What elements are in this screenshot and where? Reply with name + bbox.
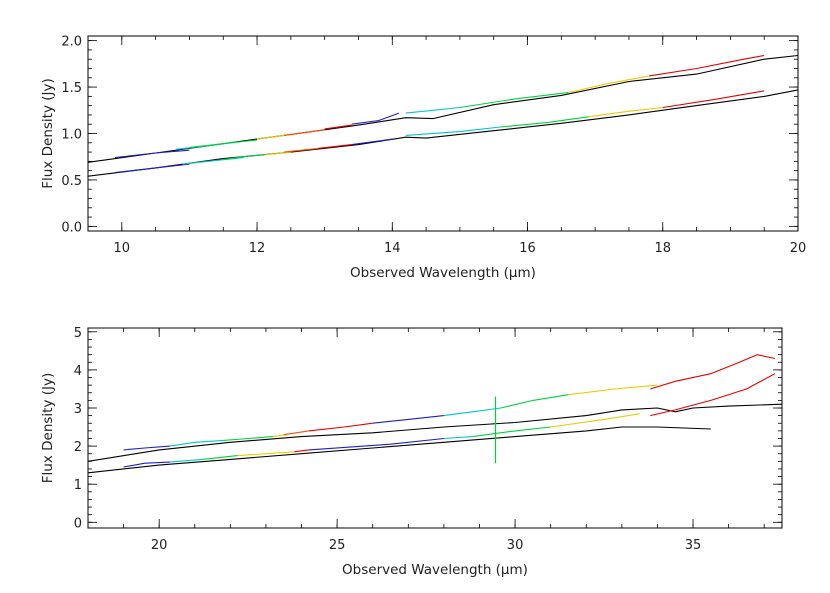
y-tick-label: 0 bbox=[74, 516, 82, 531]
spectrum-segment bbox=[372, 415, 444, 424]
y-tick-label: 4 bbox=[74, 364, 82, 379]
x-tick-label: 12 bbox=[249, 241, 266, 256]
spectrum-segment bbox=[650, 373, 776, 417]
chart-1: 10 12 14 16 18 20 0.0 0.5 1.0 1.5 2.0 Observed Wave… bbox=[40, 35, 806, 281]
spectrum-segment bbox=[500, 116, 589, 128]
x-tick-label: 14 bbox=[384, 241, 401, 256]
y-axis-title: Flux Density (Jy) bbox=[40, 373, 56, 483]
spectrum-segment bbox=[114, 163, 190, 174]
spectrum-segment bbox=[567, 75, 650, 94]
plot-frame bbox=[87, 35, 799, 232]
spectrum-segment bbox=[351, 112, 400, 125]
spectrum-segment bbox=[568, 384, 658, 396]
x-tick-label: 16 bbox=[519, 241, 536, 256]
y-tick-label: 0.0 bbox=[61, 220, 82, 235]
x-axis-title: Observed Wavelength (μm) bbox=[342, 562, 528, 578]
spectrum-segment bbox=[283, 430, 309, 436]
spectrum-segment bbox=[405, 106, 460, 114]
spectrum-segment bbox=[123, 445, 170, 451]
spectrum-segment bbox=[650, 354, 776, 390]
y-tick-label: 1.5 bbox=[61, 81, 82, 96]
y-tick-label: 2.0 bbox=[61, 35, 82, 50]
chart-2: 20 25 30 35 0 1 2 3 4 5 Observed Wavelength (μm) Fl… bbox=[40, 326, 783, 578]
model-line bbox=[88, 426, 711, 474]
spectrum-segment bbox=[317, 144, 352, 149]
y-tick-label: 1 bbox=[74, 478, 82, 493]
series-group bbox=[88, 54, 798, 177]
spectrum-segment bbox=[284, 147, 318, 153]
x-tick-label: 18 bbox=[654, 241, 671, 256]
spectrum-segment bbox=[500, 394, 569, 409]
spectrum-segment bbox=[294, 449, 309, 453]
spectrum-segment bbox=[443, 407, 501, 417]
x-tick-label: 10 bbox=[114, 241, 131, 256]
spectrum-segment bbox=[405, 126, 501, 136]
plot-frame bbox=[87, 327, 783, 529]
x-tick-label: 25 bbox=[329, 538, 346, 553]
x-tick-label: 20 bbox=[151, 538, 168, 553]
x-tick-label: 20 bbox=[790, 241, 807, 256]
model-line bbox=[88, 89, 798, 177]
spectrum-segment bbox=[223, 154, 264, 161]
spectrum-segment bbox=[351, 138, 393, 146]
spectrum-segment bbox=[182, 157, 244, 165]
series-group bbox=[88, 354, 782, 474]
spectrum-segment bbox=[189, 139, 258, 148]
spectrum-segment bbox=[308, 422, 373, 432]
x-tick-label: 35 bbox=[685, 538, 702, 553]
spectrum-segment bbox=[123, 461, 170, 468]
spectrum-segment bbox=[201, 455, 238, 460]
spectrum-segment bbox=[662, 90, 765, 109]
spectrum-segment bbox=[550, 413, 640, 428]
spectrum-segment bbox=[237, 451, 295, 457]
spectrum-segment bbox=[223, 436, 274, 441]
spectrum-segment bbox=[169, 439, 224, 447]
y-axis-title: Flux Density (Jy) bbox=[40, 78, 56, 188]
spectrum-segment bbox=[588, 106, 663, 118]
x-axis-title: Observed Wavelength (μm) bbox=[350, 265, 536, 281]
spectrum-segment bbox=[114, 149, 190, 159]
spectrum-segment bbox=[472, 426, 551, 438]
spectrum-segment bbox=[443, 436, 473, 440]
spectrum-segment bbox=[263, 151, 291, 156]
x-tick-label: 30 bbox=[507, 538, 524, 553]
y-tick-label: 3 bbox=[74, 402, 82, 417]
spectrum-segment bbox=[284, 129, 325, 136]
spectrum-segment bbox=[324, 124, 352, 130]
spectrum-segment bbox=[459, 92, 569, 109]
y-tick-label: 1.0 bbox=[61, 128, 82, 143]
spectrum-segment bbox=[308, 437, 444, 451]
spectrum-segment bbox=[649, 54, 765, 77]
y-tick-label: 5 bbox=[74, 326, 82, 341]
spectrum-segment bbox=[169, 458, 202, 463]
y-tick-label: 0.5 bbox=[61, 174, 82, 189]
model-line bbox=[88, 403, 782, 462]
y-tick-label: 2 bbox=[74, 440, 82, 455]
